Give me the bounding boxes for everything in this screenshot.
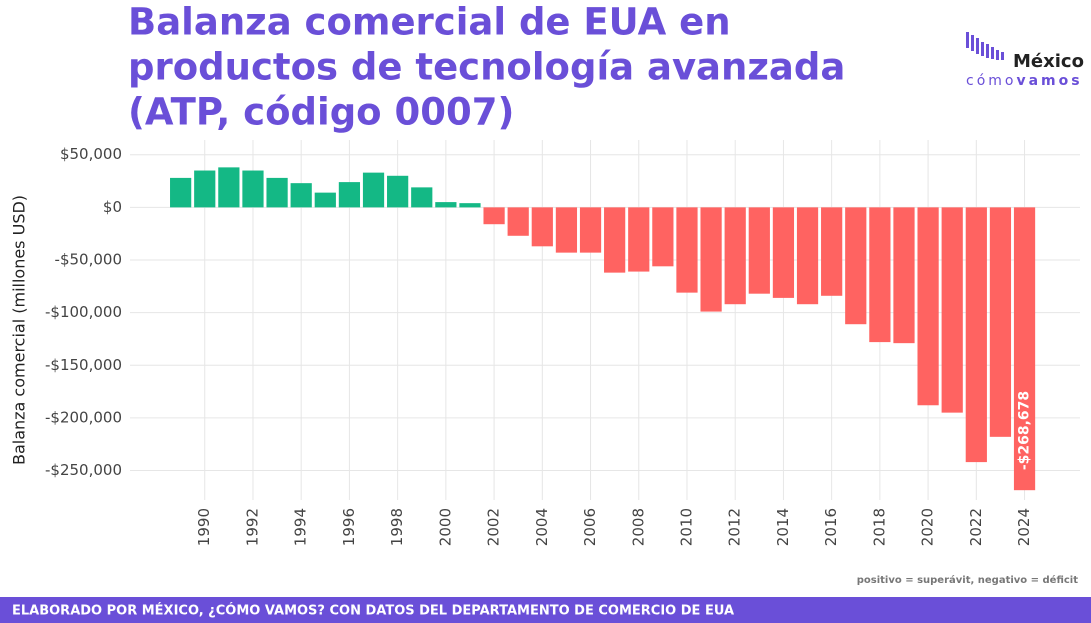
x-tick-label: 1994 [292,508,310,546]
x-tick-label: 2014 [774,508,792,546]
bar [1013,207,1036,491]
bar [628,207,650,272]
bar [290,183,312,208]
x-tick-label: 2004 [533,508,551,546]
x-tick-label: 2016 [822,508,840,546]
bar [700,207,722,312]
bar [483,207,505,225]
x-tick-label: 1992 [243,508,261,546]
y-tick-label: $50,000 [60,145,122,163]
bar [218,167,240,208]
bar [869,207,891,343]
bar [435,202,457,208]
x-tick-label: 1990 [195,508,213,546]
y-tick-label: -$100,000 [45,303,122,321]
x-tick-label: 1996 [340,508,358,546]
bar [989,207,1012,437]
bar [242,170,264,208]
x-tick-label: 2006 [581,508,599,546]
x-tick-label: 2022 [967,508,985,546]
bar [170,177,192,208]
title: Balanza comercial de EUA en productos de… [128,1,845,134]
x-tick-label: 2024 [1015,508,1033,546]
logo-text: México [1013,51,1084,72]
note: positivo = superávit, negativo = déficit [857,574,1078,586]
bar [652,207,674,267]
x-tick-label: 2008 [629,508,647,546]
x-tick-label: 2010 [677,508,695,546]
y-tick-label: -$250,000 [45,461,122,479]
bar [459,203,481,208]
bar [604,207,626,273]
logo-text: cómovamos [966,73,1083,89]
title-line: productos de tecnología avanzada [128,46,845,89]
bar [941,207,963,413]
bar [893,207,915,344]
bar [724,207,746,305]
bar [338,182,361,208]
footer: ELABORADO POR MÉXICO, ¿CÓMO VAMOS? CON D… [12,603,734,619]
bar [266,177,288,208]
y-tick-label: -$150,000 [45,356,122,374]
bar [507,207,529,236]
title-line: (ATP, código 0007) [128,91,514,134]
bar [531,207,553,247]
bar [362,172,385,208]
y-tick-label: $0 [103,198,122,216]
bar [796,207,819,305]
bar [821,207,843,296]
logo: México cómovamos [966,32,1084,89]
x-tick-label: 1998 [388,508,406,546]
footer-bar [0,597,1091,623]
value-label: -$268,678 [1017,391,1033,470]
bar [772,207,795,298]
bar [579,207,602,253]
x-tick-label: 2002 [485,508,503,546]
x-tick-label: 2012 [726,508,744,546]
x-tick-label: 2018 [870,508,888,546]
bar [411,187,433,208]
bar [748,207,770,294]
bar [194,170,216,208]
bar [555,207,578,253]
x-tick-label: 2020 [919,508,937,546]
title-line: Balanza comercial de EUA en [128,1,731,44]
bar [676,207,698,293]
y-tick-label: -$50,000 [55,251,122,269]
y-tick-label: -$200,000 [45,408,122,426]
y-axis-label: Balanza comercial (millones USD) [10,195,29,465]
bar [917,207,939,406]
bar [845,207,867,325]
bar [965,207,987,463]
bar [387,175,409,208]
x-tick-label: 2000 [436,508,454,546]
bar [314,192,336,208]
